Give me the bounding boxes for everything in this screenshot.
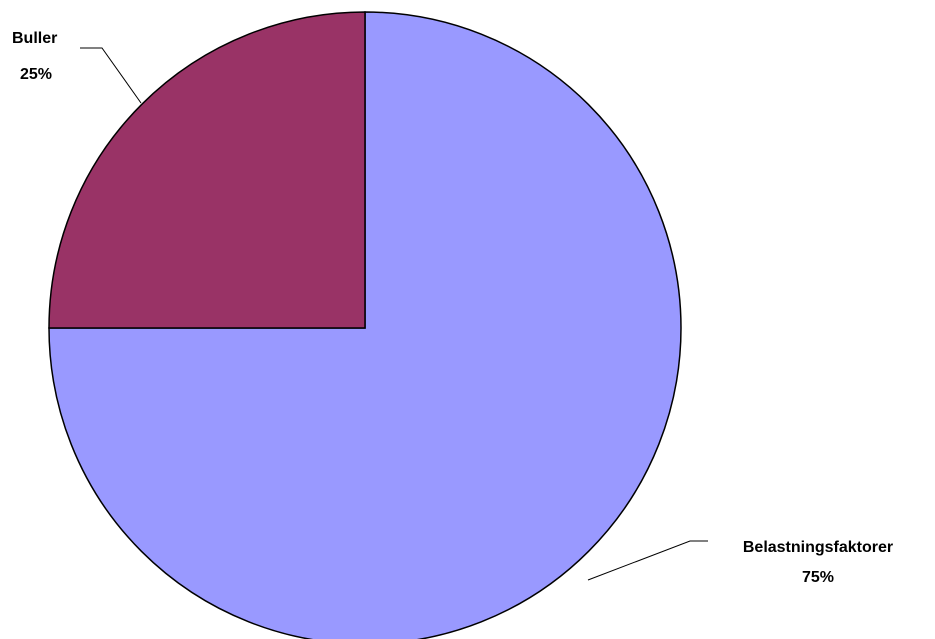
pie-slices bbox=[48, 11, 682, 639]
pie-slice-buller bbox=[48, 11, 366, 329]
slice-value-buller: 25% bbox=[20, 66, 52, 83]
slice-value-belastningsfaktorer: 75% bbox=[802, 569, 834, 586]
slice-label-buller: Buller bbox=[12, 30, 57, 47]
pie-slice-belastningsfaktorer bbox=[48, 11, 682, 639]
leader-line-buller bbox=[80, 47, 142, 104]
slice-label-belastningsfaktorer: Belastningsfaktorer bbox=[743, 539, 893, 556]
leader-line-belastningsfaktorer bbox=[587, 540, 708, 581]
